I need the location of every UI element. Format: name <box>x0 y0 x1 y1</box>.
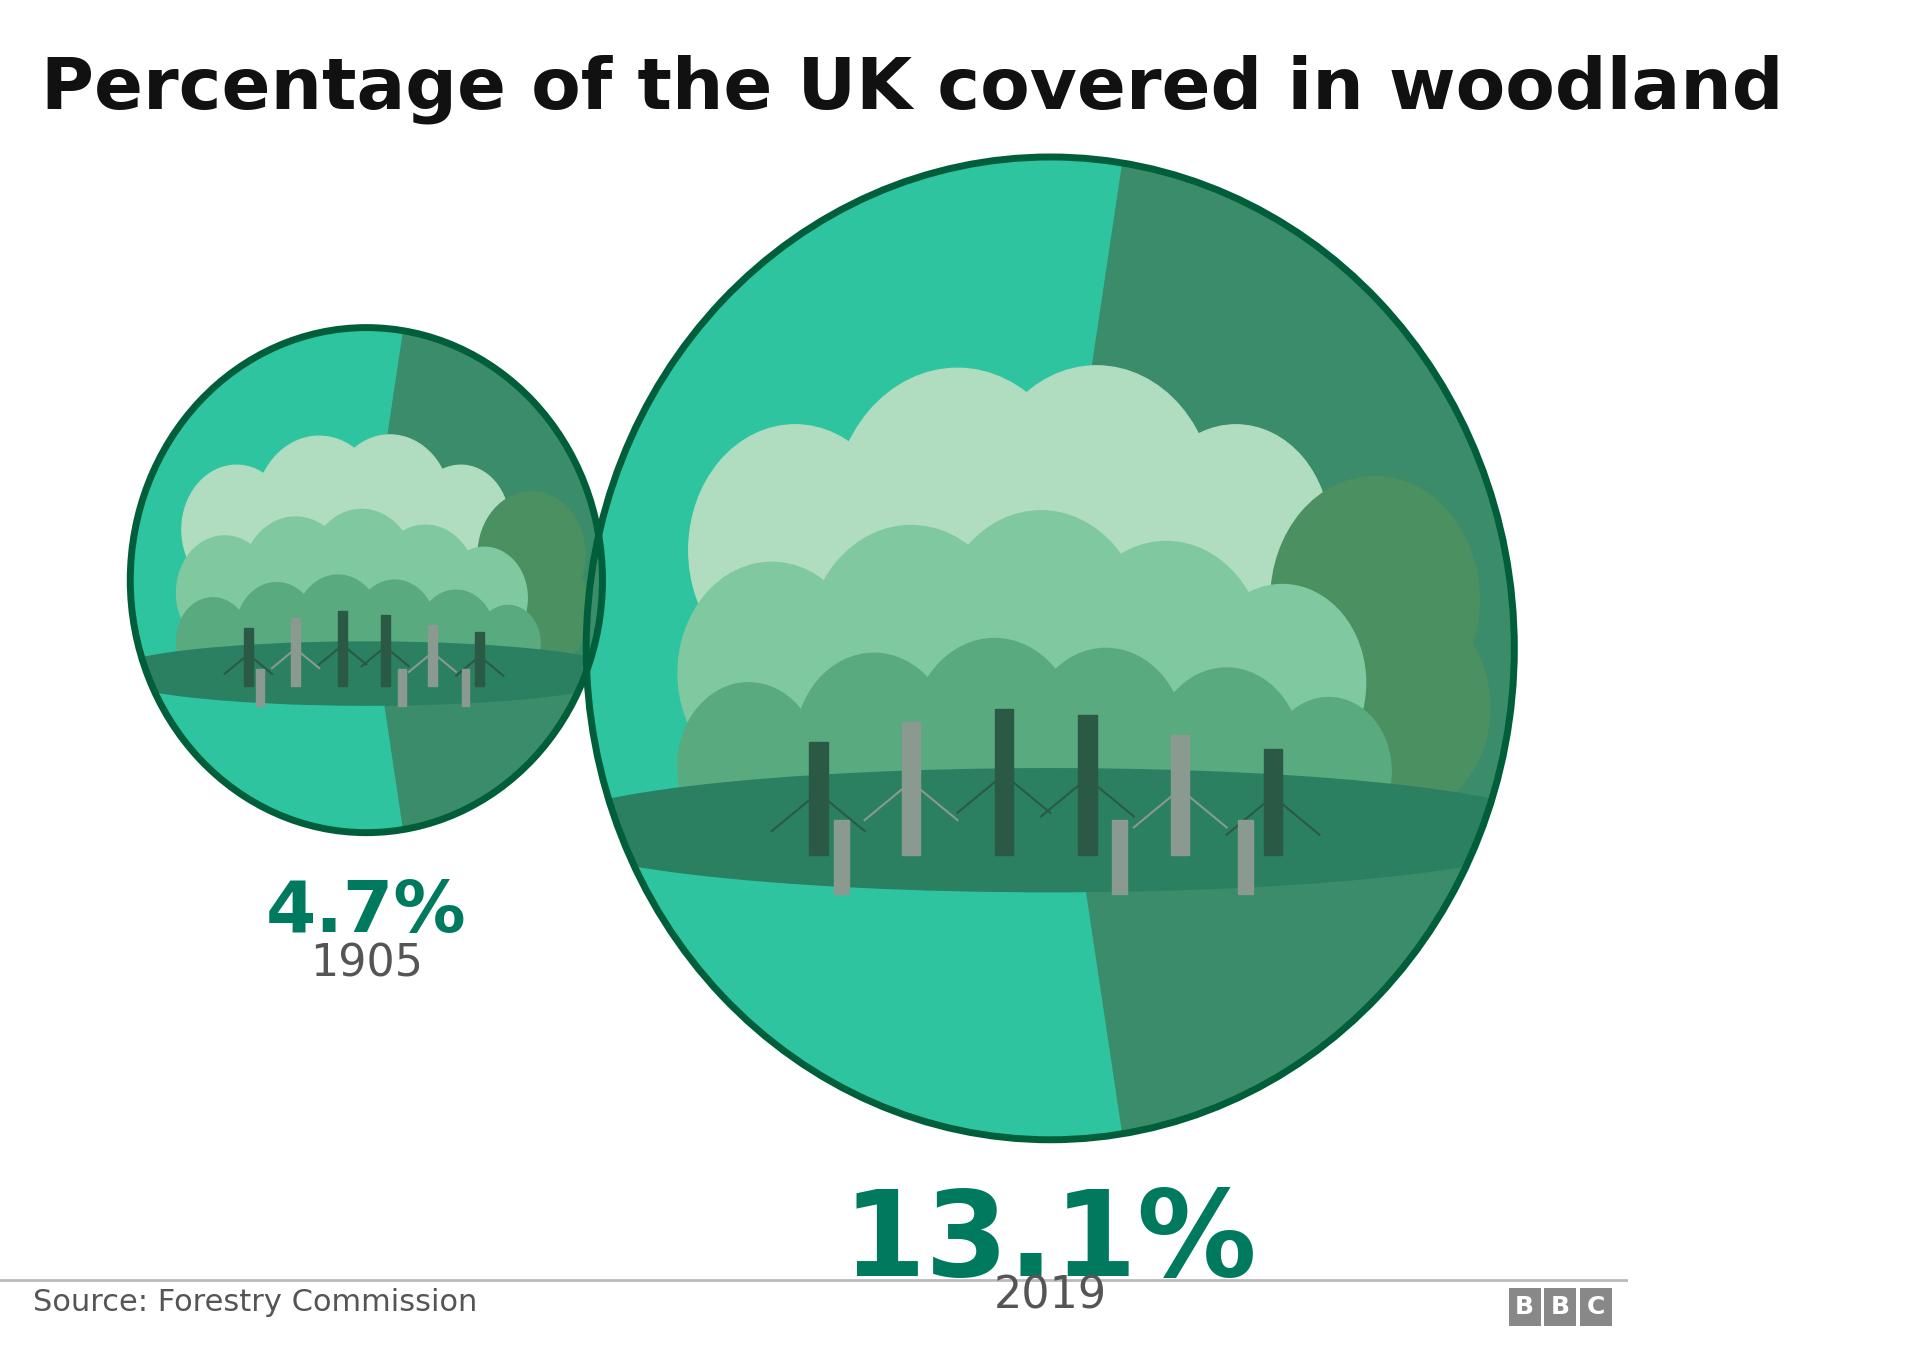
Circle shape <box>678 682 820 850</box>
Circle shape <box>417 590 495 681</box>
Circle shape <box>1068 542 1265 775</box>
Bar <box>257 669 263 707</box>
Circle shape <box>1152 667 1302 845</box>
Text: Source: Forestry Commission: Source: Forestry Commission <box>33 1289 476 1317</box>
FancyBboxPatch shape <box>1544 1289 1576 1327</box>
Circle shape <box>177 536 273 650</box>
Bar <box>461 669 468 707</box>
Circle shape <box>806 526 1016 771</box>
Bar <box>290 618 300 687</box>
Circle shape <box>678 562 866 784</box>
Text: C: C <box>1586 1295 1605 1320</box>
Bar <box>1263 748 1283 854</box>
Bar <box>474 632 484 687</box>
Text: B: B <box>1515 1295 1534 1320</box>
Wedge shape <box>367 169 720 991</box>
Circle shape <box>1027 648 1185 835</box>
Ellipse shape <box>540 768 1561 891</box>
Circle shape <box>478 491 586 618</box>
Bar <box>1171 736 1190 854</box>
Circle shape <box>353 580 436 676</box>
Circle shape <box>182 465 292 594</box>
Bar <box>1238 820 1252 894</box>
Circle shape <box>255 437 384 588</box>
Wedge shape <box>1050 0 1747 1365</box>
FancyBboxPatch shape <box>1509 1289 1540 1327</box>
Ellipse shape <box>586 157 1515 1140</box>
FancyBboxPatch shape <box>1580 1289 1613 1327</box>
Circle shape <box>689 425 900 676</box>
Circle shape <box>1308 599 1490 815</box>
Circle shape <box>912 639 1077 835</box>
Circle shape <box>1271 476 1478 722</box>
Text: 1905: 1905 <box>309 943 422 986</box>
Ellipse shape <box>131 328 603 833</box>
Bar <box>995 708 1014 854</box>
Circle shape <box>833 369 1083 663</box>
Bar <box>1079 715 1096 854</box>
Circle shape <box>470 556 547 646</box>
Circle shape <box>937 511 1144 756</box>
Circle shape <box>242 517 349 643</box>
Circle shape <box>307 509 415 636</box>
Circle shape <box>1198 584 1365 781</box>
Circle shape <box>374 526 476 646</box>
Text: Percentage of the UK covered in woodland: Percentage of the UK covered in woodland <box>40 55 1784 124</box>
Circle shape <box>1265 698 1392 845</box>
Circle shape <box>1254 599 1404 777</box>
Bar <box>380 614 390 687</box>
Circle shape <box>497 556 591 666</box>
Ellipse shape <box>108 642 626 706</box>
Circle shape <box>413 465 509 579</box>
Text: 4.7%: 4.7% <box>267 878 467 947</box>
Bar <box>902 722 920 854</box>
Text: 13.1%: 13.1% <box>843 1185 1258 1301</box>
Text: B: B <box>1551 1295 1571 1320</box>
Bar <box>397 669 405 707</box>
Bar <box>1112 820 1127 894</box>
Text: 2019: 2019 <box>995 1275 1106 1317</box>
Circle shape <box>1142 425 1331 646</box>
Bar <box>808 743 828 854</box>
Circle shape <box>476 606 540 681</box>
Circle shape <box>236 583 317 678</box>
Circle shape <box>442 547 528 648</box>
Bar <box>833 820 849 894</box>
Bar <box>244 628 253 687</box>
Circle shape <box>795 654 952 839</box>
Circle shape <box>977 366 1215 646</box>
Circle shape <box>296 575 380 676</box>
Circle shape <box>328 435 451 579</box>
Bar <box>338 612 348 687</box>
Circle shape <box>177 598 250 684</box>
Bar <box>428 625 438 687</box>
